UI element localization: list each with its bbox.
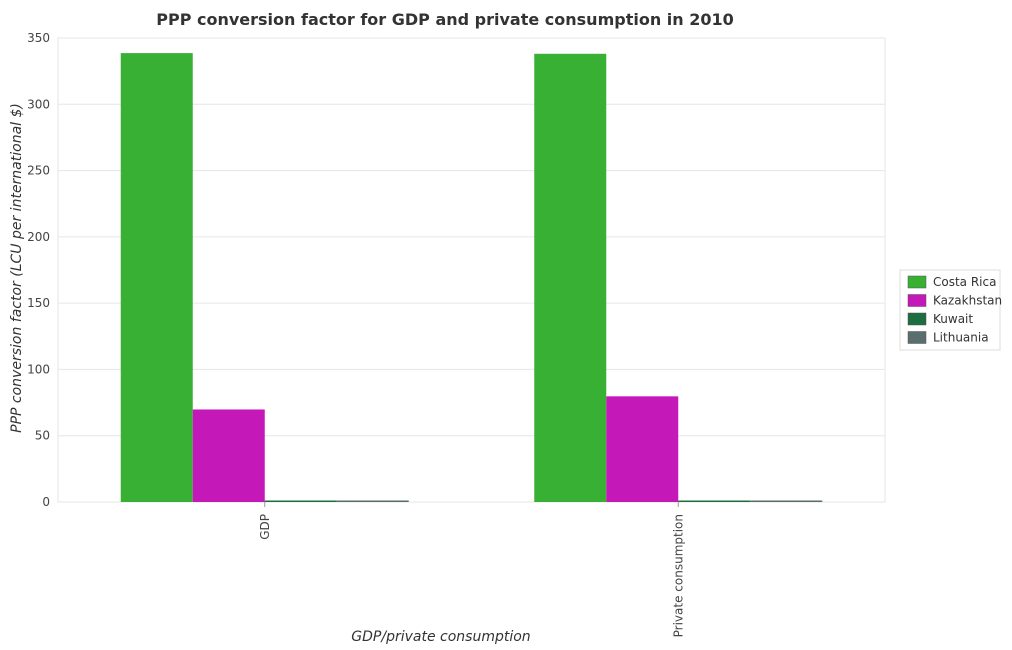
- bar-costa-rica: [534, 53, 607, 502]
- y-tick-label: 300: [27, 97, 50, 111]
- legend-swatch: [907, 312, 927, 326]
- bar-costa-rica: [120, 53, 193, 502]
- legend: Costa Rica Kazakhstan Kuwait Lithuania: [899, 269, 1002, 351]
- plot-area: 0 50 100 150 200 250 300 350 GDP Private consump…: [27, 31, 886, 637]
- bar-kazakhstan: [606, 396, 679, 502]
- x-axis-title: GDP/private consumption: [351, 629, 530, 645]
- y-tick-label: 350: [27, 31, 50, 45]
- x-tick-label: GDP: [258, 514, 272, 540]
- legend-swatch: [907, 294, 927, 307]
- legend-swatch: [907, 275, 927, 289]
- legend-label: Costa Rica: [933, 275, 996, 289]
- y-tick-label: 50: [35, 429, 50, 443]
- y-tick-label: 100: [27, 362, 50, 376]
- bar-kazakhstan: [192, 409, 265, 502]
- legend-label: Kuwait: [933, 312, 973, 326]
- bar-lithuania: [750, 500, 823, 502]
- bar-kuwait: [678, 500, 751, 502]
- y-axis-title: PPP conversion factor (LCU per internati…: [9, 103, 25, 433]
- legend-swatch: [907, 331, 927, 344]
- x-tick-label: Private consumption: [671, 514, 685, 637]
- y-tick-label: 0: [42, 495, 50, 509]
- y-tick-label: 150: [27, 296, 50, 310]
- legend-label: Lithuania: [933, 331, 989, 345]
- y-tick-label: 250: [27, 164, 50, 178]
- bar-lithuania: [336, 500, 409, 502]
- legend-label: Kazakhstan: [933, 294, 1002, 308]
- chart-title: PPP conversion factor for GDP and privat…: [156, 10, 734, 29]
- bar-kuwait: [264, 500, 337, 502]
- y-tick-label: 200: [27, 230, 50, 244]
